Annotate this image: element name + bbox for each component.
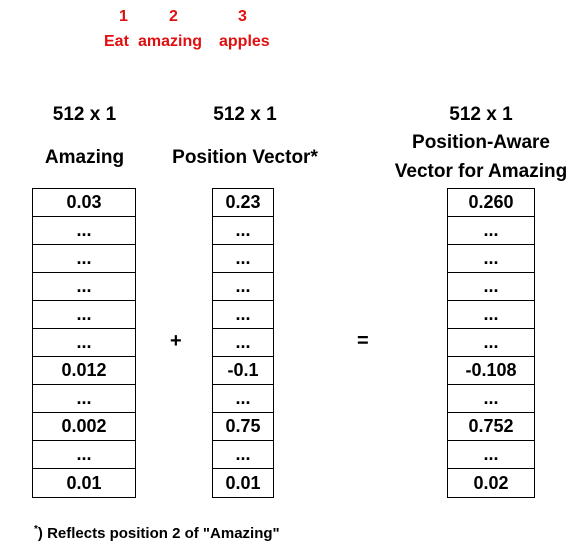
vector-cell: 0.23 [213, 189, 273, 217]
vector-cell: 0.012 [33, 357, 135, 385]
footnote: *) Reflects position 2 of "Amazing" [34, 524, 280, 542]
position-vector: 0.23 ... ... ... ... ... -0.1 ... 0.75 .… [212, 188, 274, 498]
vector-cell: ... [448, 245, 534, 273]
vector-cell: 0.01 [66, 472, 102, 493]
vector-cell: ... [33, 329, 135, 357]
position-number-3: 3 [238, 8, 247, 25]
vector-cell: ... [33, 245, 135, 273]
vector-cell: 0.752 [448, 413, 534, 441]
vector-cell: 0.03 [33, 189, 135, 217]
vector-cell: -0.1 [213, 357, 273, 385]
amazing-title: Amazing [44, 147, 125, 168]
amazing-dim-label: 512 x 1 [52, 104, 117, 125]
position-aware-vector: 0.260 ... ... ... ... ... -0.108 ... 0.7… [447, 188, 535, 498]
equals-operator: = [357, 330, 369, 352]
vector-cell: ... [448, 329, 534, 357]
word-apples: apples [219, 33, 270, 50]
footnote-marker: * [34, 524, 38, 535]
vector-cell: 0.260 [448, 189, 534, 217]
position-number-2: 2 [169, 8, 178, 25]
vector-cell: ... [448, 441, 534, 469]
vector-cell: 0.75 [213, 413, 273, 441]
result-title-line-2: Vector for Amazing [394, 161, 568, 182]
plus-operator: + [170, 330, 182, 352]
result-dim-label: 512 x 1 [449, 104, 513, 125]
vector-cell: ... [213, 329, 273, 357]
vector-cell: ... [33, 273, 135, 301]
vector-cell: 0.02 [473, 472, 509, 493]
position-number-1: 1 [119, 8, 128, 25]
position-vector-title: Position Vector* [172, 147, 318, 168]
vector-cell: 0.01 [225, 472, 261, 493]
footnote-text: ) Reflects position 2 of "Amazing" [37, 525, 280, 542]
vector-cell: 0.002 [33, 413, 135, 441]
vector-cell: ... [448, 385, 534, 413]
vector-cell: ... [33, 441, 135, 469]
vector-cell: -0.108 [448, 357, 534, 385]
vector-cell: ... [213, 441, 273, 469]
amazing-embedding-vector: 0.03 ... ... ... ... ... 0.012 ... 0.002… [32, 188, 136, 498]
position-vector-dim-label: 512 x 1 [213, 104, 277, 125]
result-title-line-1: Position-Aware [412, 132, 550, 153]
vector-cell: ... [213, 385, 273, 413]
word-amazing: amazing [138, 33, 203, 50]
vector-cell: ... [213, 301, 273, 329]
vector-cell: ... [33, 385, 135, 413]
vector-cell: ... [33, 301, 135, 329]
word-eat: Eat [104, 33, 129, 50]
vector-cell: ... [448, 273, 534, 301]
vector-cell: ... [213, 273, 273, 301]
vector-cell: ... [448, 301, 534, 329]
vector-cell: ... [33, 217, 135, 245]
vector-cell: ... [213, 245, 273, 273]
vector-cell: ... [213, 217, 273, 245]
vector-cell: ... [448, 217, 534, 245]
